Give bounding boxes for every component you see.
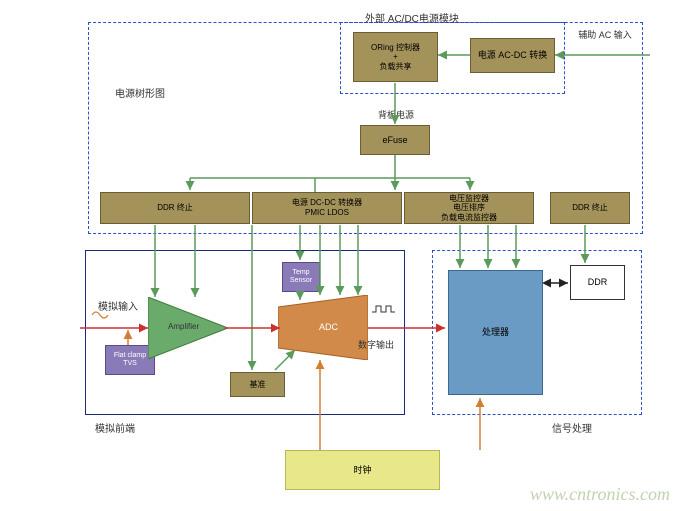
- ref-text: 基准: [250, 380, 266, 390]
- acdc-converter-node: 电源 AC-DC 转换: [470, 38, 555, 73]
- dcdc-pmic-node: 电源 DC-DC 转换器 PMIC LDOS: [252, 192, 402, 224]
- watermark-text: www.cntronics.com: [530, 484, 670, 505]
- reference-node: 基准: [230, 372, 285, 397]
- flatclamp-text: Flat clamp TVS: [114, 352, 146, 369]
- voltage-monitor-node: 电压监控器 电压排序 负载电流监控器: [404, 192, 534, 224]
- ddr-stop-left-node: DDR 终止: [100, 192, 250, 224]
- processor-node: 处理器: [448, 270, 543, 395]
- oring-text: ORing 控制器 + 负载共享: [371, 43, 420, 72]
- sig-label: 信号处理: [552, 420, 592, 435]
- oring-controller-node: ORing 控制器 + 负载共享: [353, 32, 438, 82]
- clock-node: 时钟: [285, 450, 440, 490]
- aux-ac-label: 辅助 AC 输入: [575, 28, 635, 41]
- ddr-stop-right-node: DDR 终止: [550, 192, 630, 224]
- dcdc-text: 电源 DC-DC 转换器 PMIC LDOS: [292, 198, 362, 217]
- afe-label: 模拟前端: [95, 420, 135, 435]
- efuse-node: eFuse: [360, 125, 430, 155]
- digital-out-label: 数字输出: [358, 338, 394, 351]
- ddr1-text: DDR 终止: [157, 203, 193, 213]
- power-tree-label: 电源树形图: [115, 85, 165, 100]
- adc-text: ADC: [319, 322, 338, 332]
- ddr-text: DDR: [588, 277, 608, 288]
- amp-text: Amplifier: [168, 322, 199, 331]
- efuse-text: eFuse: [382, 135, 407, 146]
- ddr-node: DDR: [570, 265, 625, 300]
- backplane-label: 背板电源: [378, 108, 414, 121]
- ext-module-label: 外部 AC/DC电源模块: [365, 10, 459, 25]
- monitor-text: 电压监控器 电压排序 负载电流监控器: [441, 194, 497, 223]
- temp-text: Temp Sensor: [290, 269, 312, 286]
- acdc-text: 电源 AC-DC 转换: [478, 50, 548, 61]
- analog-in-label: 模拟输入: [98, 298, 138, 313]
- clock-text: 时钟: [353, 465, 371, 476]
- proc-text: 处理器: [482, 327, 509, 338]
- temp-sensor-node: Temp Sensor: [282, 262, 320, 292]
- ddr2-text: DDR 终止: [572, 203, 608, 213]
